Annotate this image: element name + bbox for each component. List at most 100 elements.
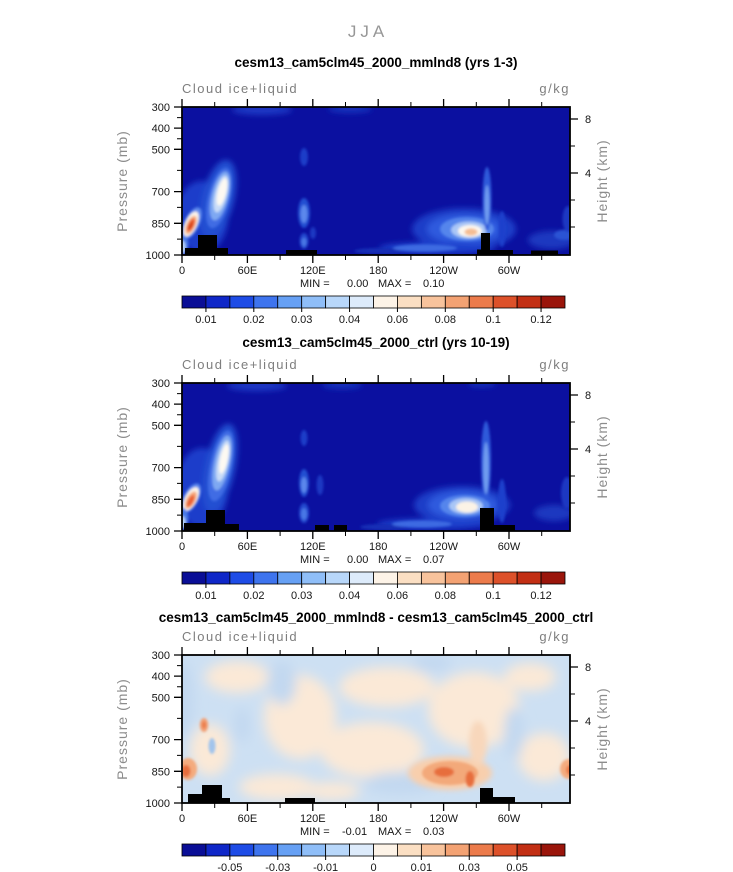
height-major-ticks [570, 118, 578, 174]
colorbar-label: 0.06 [387, 590, 408, 602]
colorbar-label: 0.05 [506, 862, 527, 872]
pressure-tick-label: 850 [152, 766, 170, 778]
colorbar-segment [444, 843, 470, 857]
height-minor-ticks [570, 145, 575, 228]
max-label: MAX = [378, 826, 411, 838]
colorbar-label: -0.01 [313, 862, 338, 872]
colorbar-segment [277, 295, 303, 309]
x-axis-minor-ticks [214, 531, 543, 536]
x-tick-label: 60W [498, 541, 521, 553]
colorbar-segment [516, 295, 542, 309]
colorbar-label: 0.06 [387, 314, 408, 326]
colorbar-label: 0 [370, 862, 376, 872]
x-tick-label: 60W [498, 813, 521, 825]
colorbar-label: 0.08 [435, 590, 456, 602]
x-axis-major-ticks [181, 531, 510, 539]
terrain-silhouette [184, 508, 515, 531]
x-axis-minor-ticks [214, 255, 543, 260]
colorbar-segment [420, 295, 446, 309]
height-tick-label: 8 [585, 662, 591, 674]
plot-area: 300 400 500 700 850 1000 8 4 0 60E 120E … [146, 375, 591, 602]
height-tick-label: 8 [585, 114, 591, 126]
top-axis-major-ticks [181, 647, 510, 655]
panel-title: cesm13_cam5clm45_2000_mmlnd8 (yrs 1-3) [235, 55, 518, 70]
plot-area: 300 400 500 700 850 1000 8 4 0 60E 120E … [146, 99, 591, 326]
pressure-tick-label: 400 [152, 399, 170, 411]
colorbar-segment [540, 843, 566, 857]
x-axis-major-ticks [181, 255, 510, 263]
colorbar-segment [492, 843, 518, 857]
pressure-tick-label: 700 [152, 187, 170, 199]
top-axis-minor-ticks [214, 102, 543, 107]
panel-1: cesm13_cam5clm45_2000_mmlnd8 (yrs 1-3) C… [114, 55, 610, 326]
terrain-silhouette [188, 785, 515, 803]
height-minor-ticks [570, 693, 575, 776]
plot-frame [181, 106, 571, 256]
colorbar-segment [444, 295, 470, 309]
colorbar-ticks [229, 856, 518, 860]
x-tick-label: 0 [179, 265, 185, 277]
colorbar-segment [253, 295, 279, 309]
plot-frame [181, 382, 571, 532]
x-tick-label: 120E [300, 541, 326, 553]
colorbar-label: 0.02 [243, 590, 264, 602]
colorbar-segment [468, 843, 494, 857]
colorbar: 0.01 0.02 0.03 0.04 0.06 0.08 0.1 0.12 [181, 295, 566, 326]
top-axis-major-ticks [181, 99, 510, 107]
colorbar-label: 0.03 [291, 590, 312, 602]
top-axis-major-ticks [181, 375, 510, 383]
colorbar-segment [253, 843, 279, 857]
colorbar-segment [325, 843, 350, 857]
pressure-tick-label: 300 [152, 650, 170, 662]
units-label: g/kg [539, 81, 570, 96]
pressure-minor-ticks [177, 665, 182, 788]
colorbar: -0.05 -0.03 -0.01 0 0.01 0.03 0.05 [181, 843, 566, 872]
colorbar-label: 0.08 [435, 314, 456, 326]
pressure-axis-label: Pressure (mb) [114, 406, 130, 508]
pressure-tick-label: 400 [152, 123, 170, 135]
contour-field [182, 655, 570, 803]
x-tick-label: 120E [300, 265, 326, 277]
pressure-axis-label: Pressure (mb) [114, 678, 130, 780]
colorbar-segment [349, 295, 374, 309]
x-tick-label: 180 [369, 541, 387, 553]
x-tick-label: 120W [429, 813, 458, 825]
pressure-minor-ticks [177, 393, 182, 516]
colorbar-segment [253, 571, 279, 585]
min-value: 0.00 [347, 278, 368, 290]
colorbar-segment [301, 295, 327, 309]
colorbar-segment [301, 571, 327, 585]
colorbar-segment [540, 571, 566, 585]
pressure-tick-label: 1000 [146, 798, 170, 810]
field-anomaly-cores [182, 718, 570, 787]
height-tick-label: 4 [585, 716, 591, 728]
height-minor-ticks [570, 421, 575, 504]
colorbar-segment [444, 571, 470, 585]
x-tick-label: 120W [429, 265, 458, 277]
height-tick-label: 4 [585, 168, 591, 180]
colorbar-segment [205, 295, 231, 309]
colorbar-segment [516, 571, 542, 585]
panel-3: cesm13_cam5clm45_2000_mmlnd8 - cesm13_ca… [114, 610, 610, 872]
top-axis-minor-ticks [214, 378, 543, 383]
x-axis-minor-ticks [214, 803, 543, 808]
height-tick-label: 4 [585, 444, 591, 456]
field-inner-contours [182, 421, 570, 530]
colorbar-segment [181, 295, 207, 309]
colorbar-segment [205, 843, 231, 857]
pressure-major-ticks [174, 106, 182, 256]
colorbar-segment [277, 843, 303, 857]
colorbar-segment [397, 295, 422, 309]
colorbar-label: 0.04 [339, 314, 360, 326]
colorbar-segment [468, 295, 494, 309]
pressure-tick-label: 500 [152, 692, 170, 704]
colorbar-segment [205, 571, 231, 585]
colorbar-label: 0.01 [195, 314, 216, 326]
pressure-tick-label: 850 [152, 218, 170, 230]
pressure-tick-label: 500 [152, 420, 170, 432]
pressure-major-ticks [174, 382, 182, 532]
colorbar-ticks [205, 308, 542, 312]
units-label: g/kg [539, 629, 570, 644]
colorbar-label: 0.1 [486, 590, 501, 602]
